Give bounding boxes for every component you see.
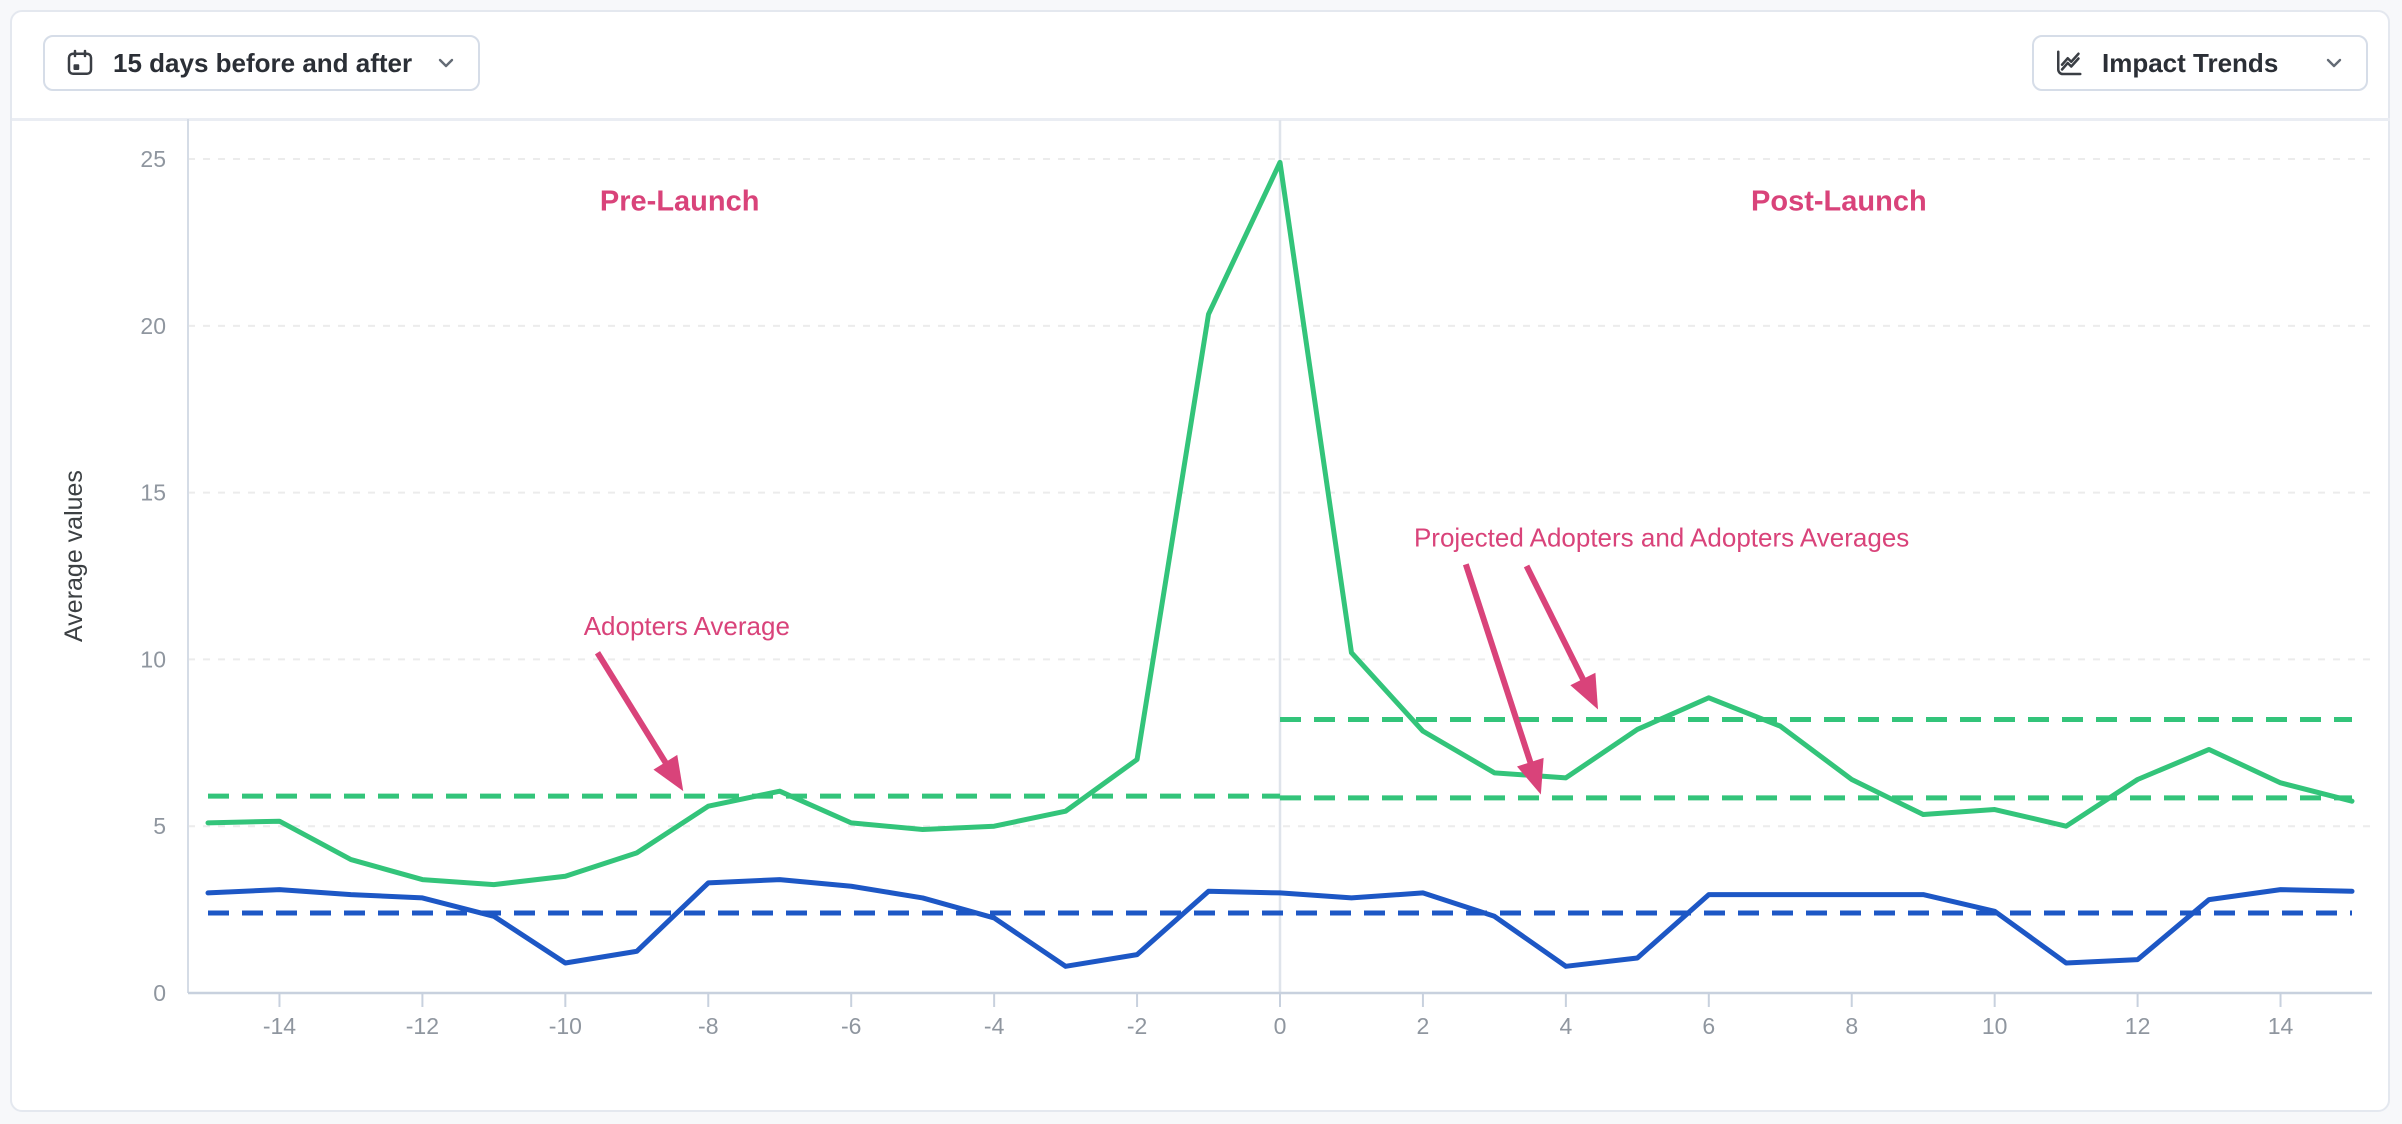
date-range-label: 15 days before and after (113, 47, 413, 78)
date-range-button[interactable]: 15 days before and after (43, 35, 480, 91)
impact-trends-button[interactable]: Impact Trends (2032, 35, 2368, 91)
calendar-icon (65, 48, 95, 78)
toolbar-divider (12, 119, 2390, 121)
chevron-down-icon (434, 51, 458, 75)
line-chart-icon (2054, 48, 2084, 78)
chevron-down-icon (2322, 51, 2346, 75)
impact-trends-label: Impact Trends (2102, 47, 2279, 78)
chart-card (10, 10, 2390, 1112)
